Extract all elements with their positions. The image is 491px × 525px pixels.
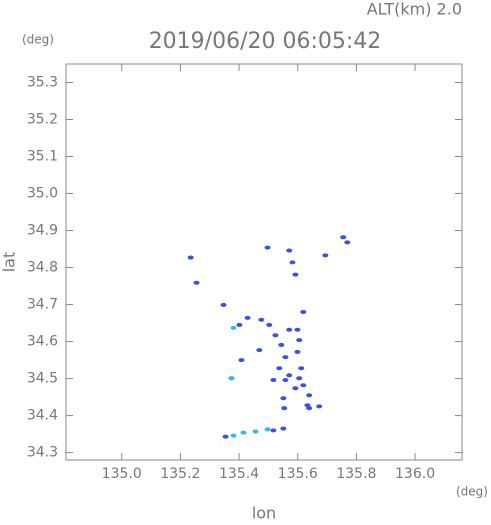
echo-point <box>292 272 299 277</box>
echo-point <box>298 366 305 371</box>
y-tick-label: 34.3 <box>27 445 58 461</box>
echo-point <box>187 255 194 260</box>
echo-point <box>282 355 289 360</box>
echo-point <box>228 376 235 381</box>
y-tick-label: 34.6 <box>27 334 58 350</box>
echo-point <box>264 245 271 250</box>
x-tick-label: 135.8 <box>336 466 376 482</box>
echo-point <box>244 315 251 320</box>
echo-point <box>296 338 303 343</box>
echo-point <box>322 253 329 258</box>
echo-point <box>238 358 245 363</box>
y-tick-label: 35.3 <box>27 75 58 91</box>
echo-point <box>276 366 283 371</box>
y-tick-label: 35.2 <box>27 112 58 128</box>
echo-point <box>266 322 273 327</box>
y-tick-label: 34.7 <box>27 297 58 313</box>
y-tick-label: 35.1 <box>27 149 58 165</box>
y-tick-label: 35.0 <box>27 186 58 202</box>
chart-title: 2019/06/20 06:05:42 <box>149 29 382 54</box>
y-unit: (deg) <box>22 33 54 47</box>
echo-point <box>258 317 265 322</box>
echo-point <box>240 430 247 435</box>
echo-point <box>292 386 299 391</box>
echo-point <box>278 342 285 347</box>
echo-point <box>294 327 301 332</box>
echo-point <box>294 349 301 354</box>
echo-point <box>280 396 287 401</box>
echo-point <box>306 406 313 411</box>
echo-point <box>296 376 303 381</box>
echo-point <box>270 378 277 383</box>
echo-point <box>340 235 347 240</box>
x-tick-label: 135.2 <box>160 466 200 482</box>
echo-point <box>193 280 200 285</box>
echo-point <box>280 426 287 431</box>
echo-point <box>300 309 307 314</box>
echo-point <box>316 404 323 409</box>
echo-point <box>256 348 263 353</box>
x-tick-label: 135.4 <box>219 466 259 482</box>
plot-frame <box>65 63 463 461</box>
echo-point <box>300 383 307 388</box>
x-axis-label: lon <box>252 504 276 522</box>
echo-point <box>236 322 243 327</box>
echo-point <box>222 434 229 439</box>
echo-point <box>306 393 313 398</box>
echo-point <box>272 333 279 338</box>
y-tick-label: 34.4 <box>27 408 58 424</box>
echo-point <box>344 240 351 245</box>
echo-point <box>264 427 271 432</box>
echo-point <box>230 433 237 438</box>
echo-point <box>281 406 288 411</box>
x-tick-label: 136.0 <box>395 466 435 482</box>
echo-point <box>230 325 237 330</box>
echo-point <box>286 248 293 253</box>
y-tick-label: 34.8 <box>27 260 58 276</box>
y-tick-label: 34.5 <box>27 371 58 387</box>
echo-point <box>270 428 277 433</box>
echo-point <box>286 373 293 378</box>
y-axis-label: lat <box>0 252 19 273</box>
y-tick-label: 34.9 <box>27 223 58 239</box>
echo-point <box>289 260 296 265</box>
echo-point <box>220 302 227 307</box>
x-tick-label: 135.0 <box>102 466 142 482</box>
echo-point <box>252 429 259 434</box>
x-tick-label: 135.6 <box>278 466 318 482</box>
echo-point <box>286 327 293 332</box>
echo-point <box>282 378 289 383</box>
altitude-label: ALT(km) 2.0 <box>367 0 462 19</box>
x-unit: (deg) <box>456 485 488 499</box>
